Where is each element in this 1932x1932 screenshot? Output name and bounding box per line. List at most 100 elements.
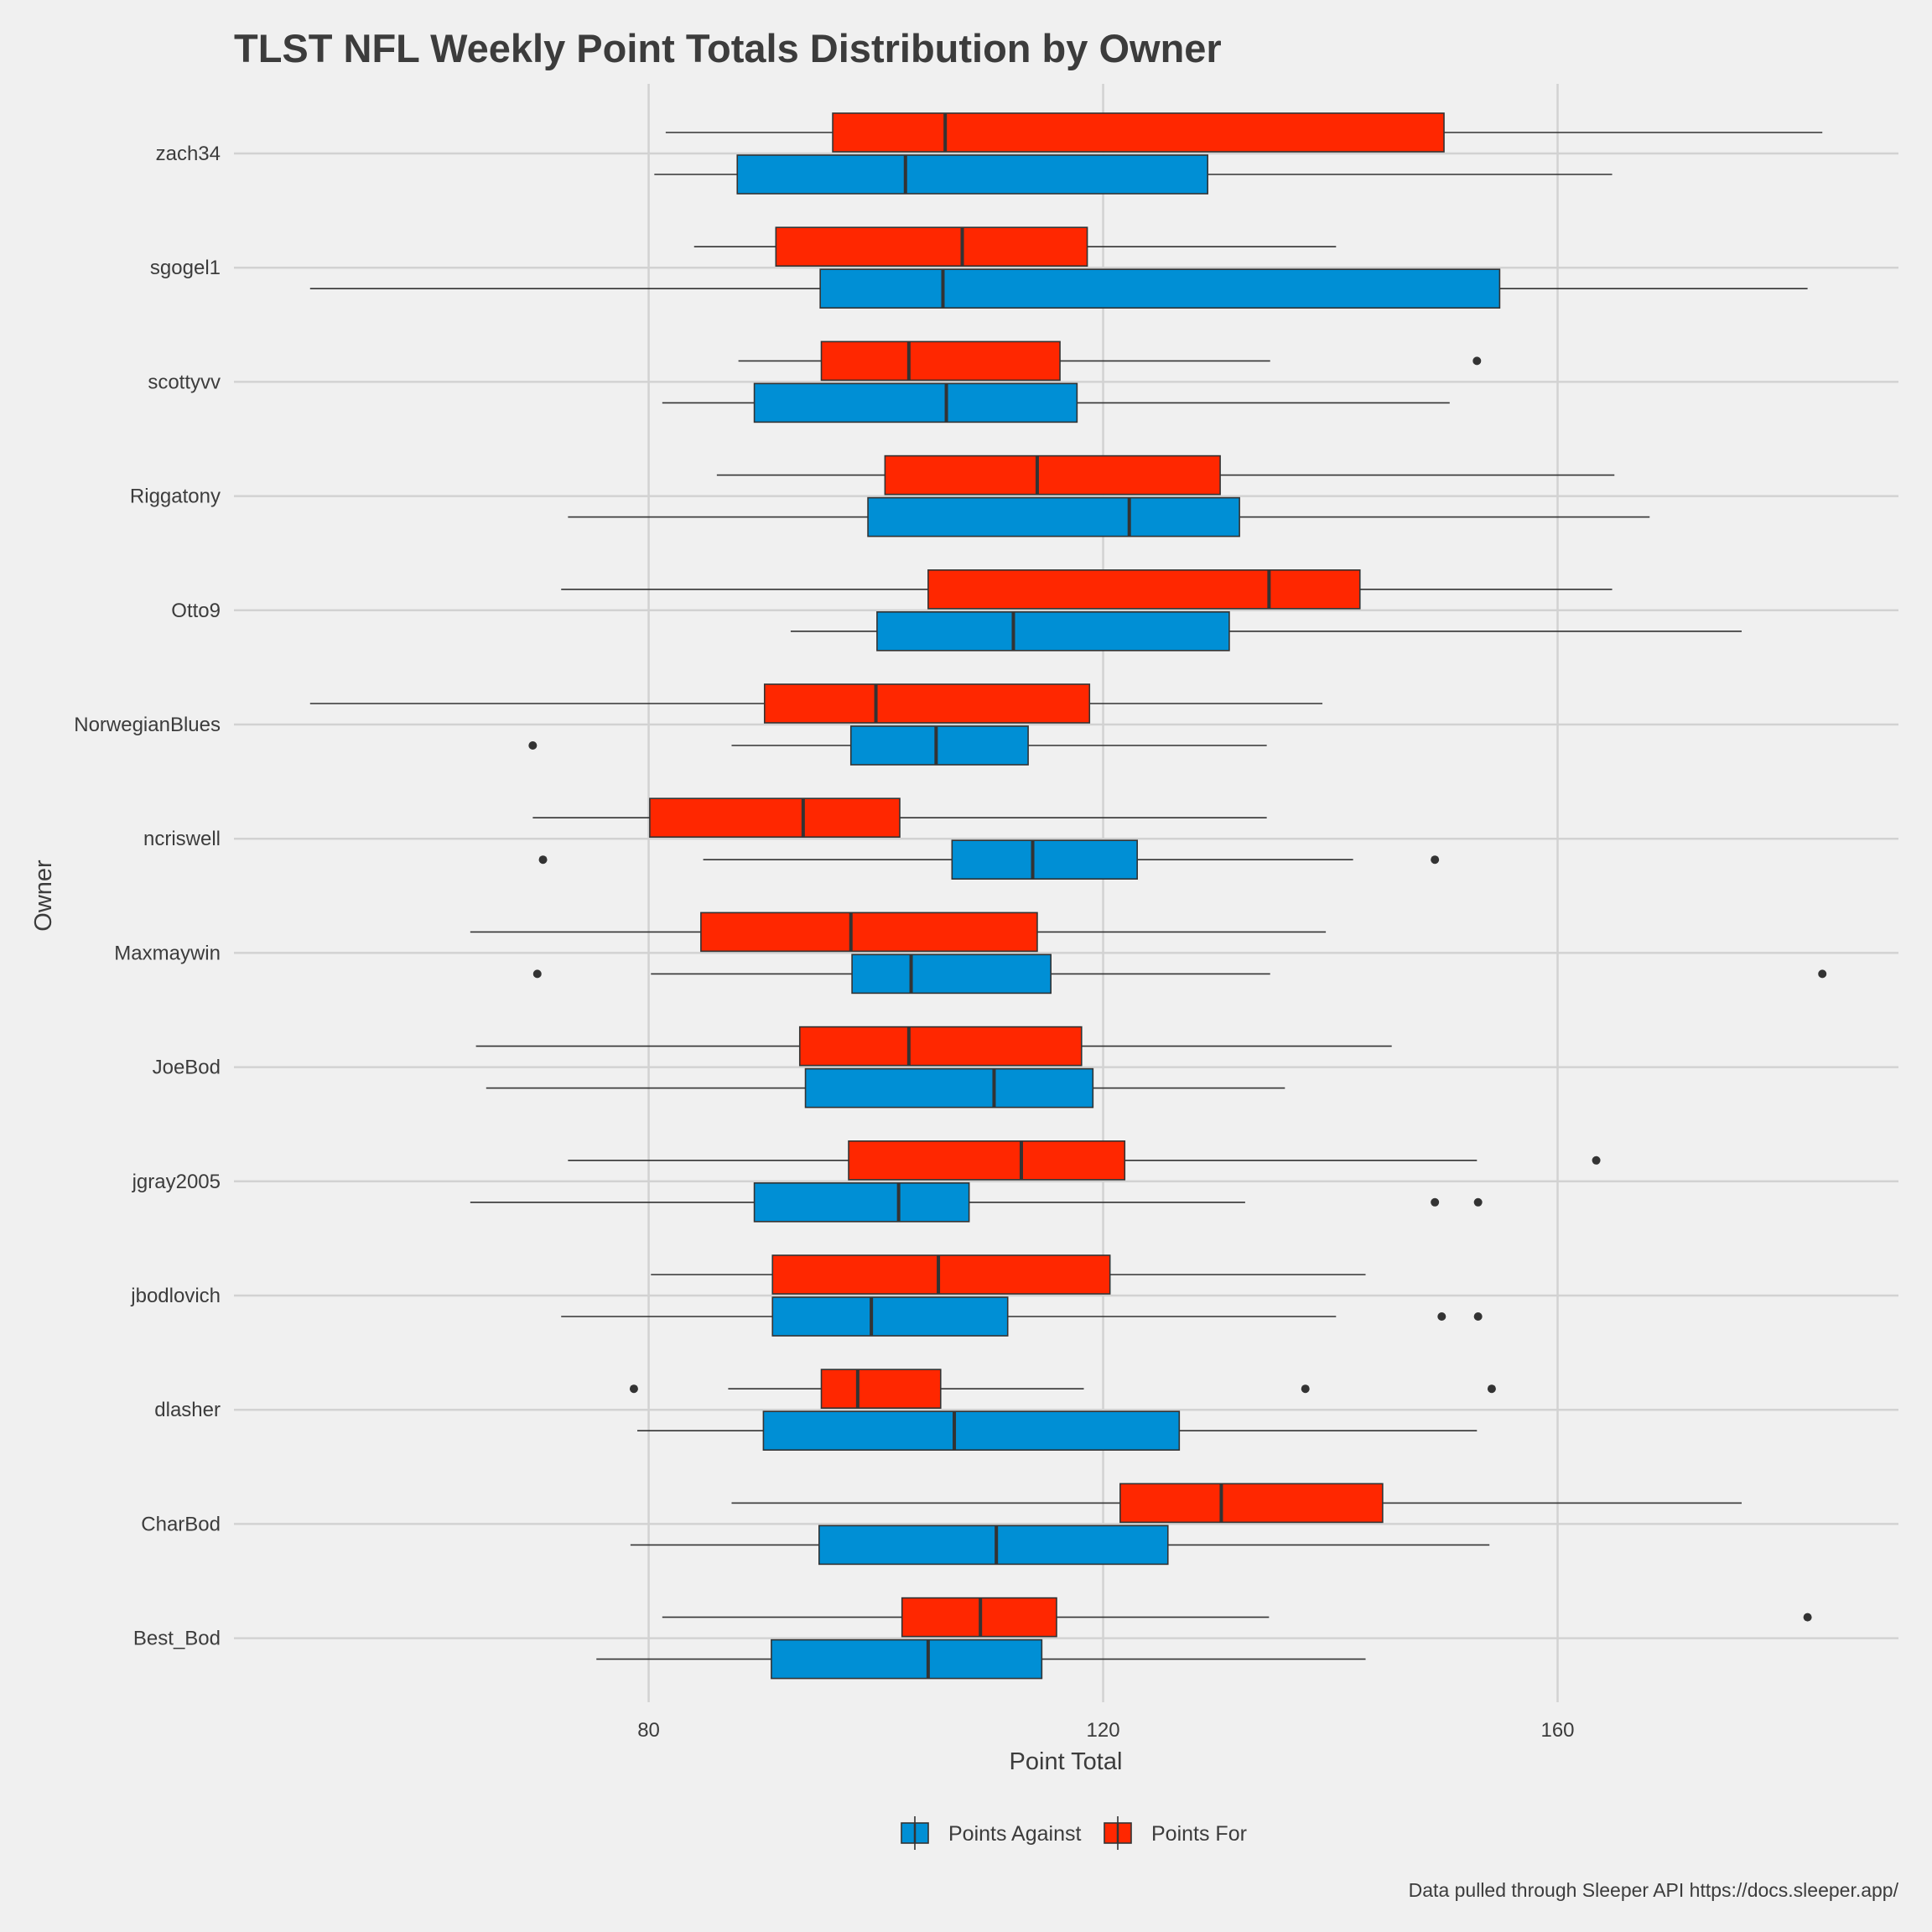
owner-label: sgogel1 <box>150 257 221 279</box>
box-points-for <box>738 340 1482 382</box>
owner-label: Best_Bod <box>133 1628 221 1650</box>
box-points-for <box>665 112 1823 153</box>
outlier-point <box>1431 1197 1440 1207</box>
box-points-against <box>528 725 1267 766</box>
box-points-against <box>790 610 1742 652</box>
owner-label: jgray2005 <box>132 1171 221 1193</box>
iqr-box <box>818 1524 1169 1566</box>
outlier-point <box>1592 1156 1601 1165</box>
owner-label: ncriswell <box>143 828 221 850</box>
outlier-point <box>1437 1312 1446 1321</box>
outlier-point <box>1473 1312 1483 1321</box>
iqr-box <box>775 226 1088 267</box>
box-points-for <box>475 1026 1392 1067</box>
x-tick-label: 160 <box>1540 1719 1574 1742</box>
outlier-point <box>1473 1197 1483 1207</box>
iqr-box <box>804 1067 1094 1109</box>
box-points-for <box>731 1483 1742 1524</box>
x-tick-label: 120 <box>1087 1719 1120 1742</box>
outlier-point <box>528 741 538 750</box>
owner-label: dlasher <box>154 1399 221 1421</box>
axis-labels: 80 120 160 zach34 sgogel1 scottyvv Riggatony Ot… <box>74 143 1574 1742</box>
box-points-for <box>309 683 1323 724</box>
iqr-box <box>649 797 901 839</box>
iqr-box <box>771 1296 1009 1337</box>
iqr-box <box>763 683 1091 724</box>
iqr-box <box>771 1639 1043 1680</box>
box-points-for <box>532 797 1267 839</box>
iqr-box <box>820 340 1061 382</box>
iqr-box <box>927 569 1361 610</box>
outlier-point <box>1803 1613 1812 1622</box>
plot-area <box>309 112 1827 1680</box>
owner-label: Otto9 <box>171 600 221 622</box>
legend-item: Points For <box>1104 1816 1247 1850</box>
iqr-box <box>736 154 1208 195</box>
chart-title: TLST NFL Weekly Point Totals Distributio… <box>234 26 1222 70</box>
outlier-point <box>532 969 542 979</box>
outlier-point <box>1301 1384 1310 1394</box>
owner-label: JoeBod <box>153 1057 221 1079</box>
iqr-box <box>867 496 1240 538</box>
iqr-box <box>832 112 1445 153</box>
outlier-point <box>1472 356 1482 366</box>
iqr-box <box>819 268 1501 309</box>
owner-label: zach34 <box>156 143 221 165</box>
iqr-box <box>1119 1483 1384 1524</box>
grid <box>234 84 1898 1702</box>
box-points-against <box>470 1182 1483 1223</box>
chart-caption: Data pulled through Sleeper API https://… <box>1409 1879 1899 1901</box>
box-points-for <box>662 1597 1812 1638</box>
box-points-against <box>630 1524 1490 1566</box>
box-points-against <box>596 1639 1366 1680</box>
owner-label: jbodlovich <box>130 1285 221 1307</box>
outlier-point <box>1487 1384 1496 1394</box>
box-points-against <box>532 953 1827 995</box>
box-points-for <box>561 569 1613 610</box>
iqr-box <box>884 454 1221 496</box>
iqr-box <box>753 382 1078 423</box>
outlier-point <box>538 855 548 865</box>
legend-item: Points Against <box>901 1816 1081 1850</box>
iqr-box <box>851 953 1052 995</box>
iqr-box <box>798 1026 1083 1067</box>
iqr-box <box>762 1410 1181 1451</box>
owner-label: Riggatony <box>130 486 221 508</box>
legend-label: Points For <box>1151 1822 1247 1846</box>
iqr-box <box>849 725 1029 766</box>
iqr-box <box>753 1182 970 1223</box>
legend: Points Against Points For <box>901 1816 1247 1850</box>
box-points-against <box>486 1067 1285 1109</box>
iqr-box <box>951 839 1138 880</box>
box-points-against <box>538 839 1440 880</box>
box-points-against <box>568 496 1650 538</box>
box-points-for <box>629 1368 1496 1409</box>
box-points-against <box>561 1296 1483 1337</box>
box-points-against <box>309 268 1808 309</box>
owner-label: scottyvv <box>148 371 221 393</box>
owner-label: NorwegianBlues <box>74 714 221 736</box>
x-axis-title: Point Total <box>1010 1748 1123 1775</box>
iqr-box <box>876 610 1230 652</box>
box-points-for <box>716 454 1615 496</box>
box-points-for <box>693 226 1337 267</box>
y-axis-title: Owner <box>30 860 57 932</box>
legend-label: Points Against <box>948 1822 1081 1846</box>
iqr-box <box>700 911 1038 953</box>
owner-label: CharBod <box>141 1513 221 1535</box>
outlier-point <box>1818 969 1827 979</box>
iqr-box <box>820 1368 942 1409</box>
box-points-for <box>568 1140 1601 1181</box>
box-points-for <box>470 911 1327 953</box>
x-tick-label: 80 <box>637 1719 660 1742</box>
box-points-against <box>654 154 1613 195</box>
iqr-box <box>848 1140 1126 1181</box>
owner-label: Maxmaywin <box>114 942 221 964</box>
outlier-point <box>629 1384 638 1394</box>
box-points-against <box>637 1410 1478 1451</box>
outlier-point <box>1431 855 1440 865</box>
iqr-box <box>771 1254 1111 1295</box>
box-points-for <box>651 1254 1366 1295</box>
